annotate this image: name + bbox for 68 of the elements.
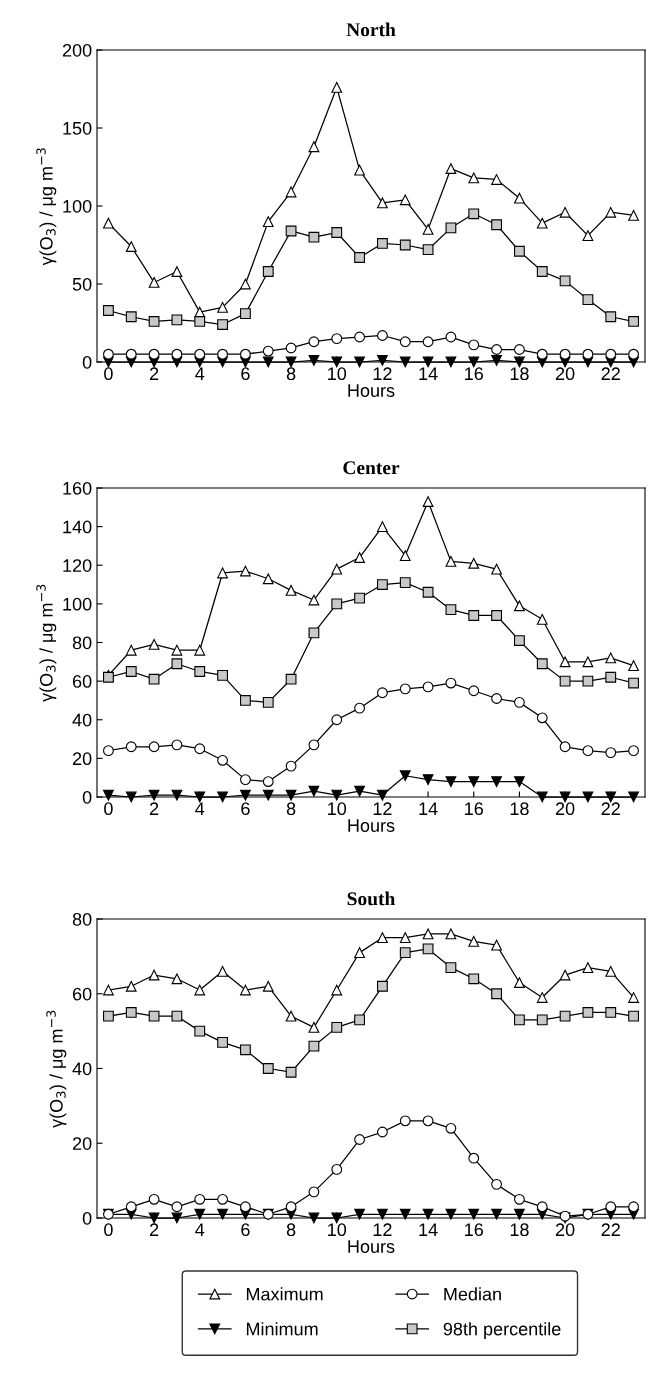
- y-tick-label: 0: [82, 790, 92, 804]
- y-tick-label: 160: [63, 481, 92, 495]
- x-tick-label: 20: [555, 1223, 575, 1237]
- y-tick-label: 100: [63, 199, 92, 213]
- x-tick-label: 10: [328, 367, 347, 381]
- y-axis-title: γ(O$_{3}$) / μg m$^{−3}$: [36, 148, 57, 266]
- x-tick-label: 2: [149, 367, 159, 380]
- x-tick-label: 16: [465, 367, 483, 381]
- x-tick-label: 4: [195, 1223, 205, 1236]
- x-tick-label: 12: [373, 802, 392, 815]
- x-tick-label: 4: [195, 802, 205, 815]
- y-tick-label: 100: [63, 597, 92, 611]
- y-tick-label: 80: [72, 636, 92, 650]
- x-axis-title: Hours: [348, 384, 395, 397]
- y-axis-title: γ(O$_{3}$) / μg m$^{−3}$: [36, 584, 57, 702]
- x-tick-label: 6: [241, 1223, 250, 1237]
- chart-title: Center: [343, 461, 400, 475]
- y-tick-label: 150: [63, 121, 92, 135]
- x-tick-label: 22: [601, 367, 620, 380]
- x-axis-title: Hours: [348, 819, 395, 832]
- x-tick-label: 8: [286, 1223, 296, 1237]
- x-tick-label: 18: [510, 1223, 529, 1237]
- x-tick-label: 8: [286, 367, 296, 381]
- x-tick-label: 6: [241, 367, 250, 381]
- x-tick-label: 18: [510, 367, 529, 381]
- y-tick-label: 20: [72, 752, 92, 766]
- x-axis-title: Hours: [348, 1240, 395, 1253]
- x-tick-label: 12: [373, 1223, 392, 1236]
- legend-label: 98th percentile: [443, 1322, 561, 1339]
- x-tick-label: 22: [601, 1223, 620, 1236]
- x-tick-label: 20: [555, 367, 575, 381]
- y-tick-label: 40: [72, 1062, 92, 1076]
- x-tick-label: 6: [241, 802, 250, 816]
- y-tick-label: 200: [62, 43, 92, 57]
- x-tick-label: 8: [286, 802, 296, 816]
- y-tick-label: 0: [82, 1211, 92, 1225]
- x-tick-label: 14: [419, 367, 438, 380]
- x-tick-label: 18: [510, 802, 529, 816]
- x-tick-label: 20: [555, 802, 575, 816]
- y-tick-label: 60: [72, 987, 92, 1001]
- y-tick-label: 20: [72, 1137, 92, 1150]
- y-tick-label: 140: [63, 520, 92, 534]
- y-tick-label: 80: [72, 912, 92, 926]
- x-tick-label: 14: [419, 1223, 438, 1236]
- legend-label: Maximum: [246, 1287, 323, 1301]
- y-tick-label: 60: [72, 675, 92, 688]
- x-tick-label: 10: [328, 802, 347, 816]
- y-tick-label: 40: [72, 713, 92, 727]
- x-tick-label: 16: [465, 802, 483, 816]
- x-tick-label: 4: [195, 367, 205, 380]
- x-tick-label: 0: [104, 1223, 113, 1237]
- y-tick-label: 120: [63, 559, 92, 572]
- x-tick-label: 0: [104, 802, 113, 816]
- chart-title: North: [346, 22, 396, 37]
- x-tick-label: 2: [149, 1223, 159, 1236]
- legend-label: Minimum: [246, 1322, 318, 1336]
- x-tick-label: 10: [328, 1223, 347, 1237]
- x-tick-label: 12: [373, 367, 392, 380]
- x-tick-label: 0: [104, 367, 113, 381]
- y-axis-title: γ(O$_{3}$) / μg m$^{−3}$: [46, 1010, 67, 1128]
- x-tick-label: 22: [601, 802, 620, 815]
- legend-label: Median: [444, 1287, 501, 1301]
- y-tick-label: 50: [72, 277, 92, 291]
- y-tick-label: 0: [82, 355, 92, 369]
- chart-title: South: [347, 891, 396, 906]
- x-tick-label: 16: [465, 1223, 483, 1237]
- x-tick-label: 2: [149, 802, 159, 815]
- x-tick-label: 14: [419, 802, 438, 815]
